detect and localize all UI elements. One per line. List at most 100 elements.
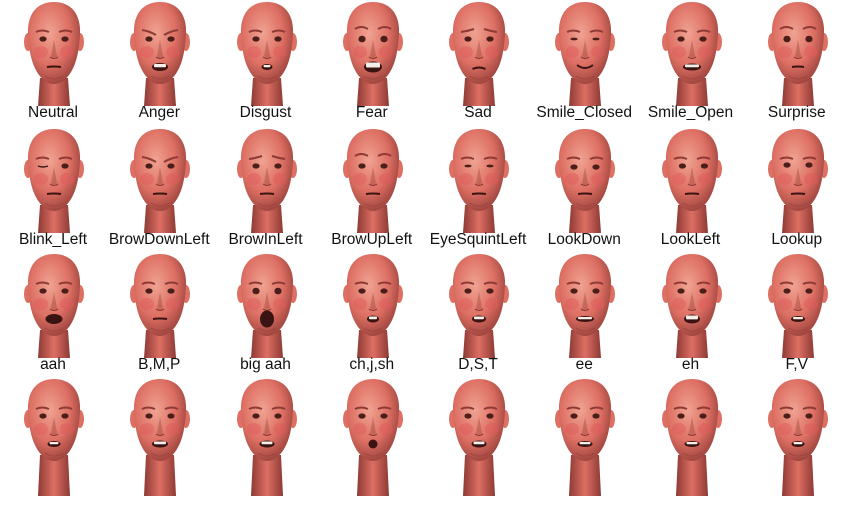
face-fear	[342, 2, 403, 106]
expression-label: aah	[40, 356, 66, 373]
mouth	[47, 441, 61, 447]
mouth	[152, 440, 169, 448]
brow-right	[163, 29, 179, 36]
brow-left	[779, 156, 794, 160]
expression-cell: Smile_Closed	[531, 0, 637, 130]
cheek-right	[803, 298, 818, 310]
brow-right	[589, 29, 604, 33]
brow-right	[696, 29, 710, 33]
face-squint	[449, 129, 509, 233]
cheek-right	[591, 46, 606, 58]
nose	[51, 292, 57, 310]
eye-left	[570, 37, 578, 41]
brow-left	[673, 281, 687, 285]
expression-cell: ch,j,sh	[319, 252, 425, 382]
brow-left	[673, 156, 687, 160]
expression-cell: aah	[0, 252, 106, 382]
cheek-left	[140, 298, 155, 310]
face-brow-up	[342, 129, 403, 233]
neck	[38, 205, 70, 233]
eye-left	[676, 413, 685, 419]
nose	[263, 167, 270, 185]
neck	[463, 330, 495, 358]
eye-left	[464, 164, 472, 168]
eye-right	[380, 288, 388, 294]
mouth	[368, 439, 378, 449]
face-blink	[24, 129, 84, 233]
nose	[794, 40, 801, 58]
expression-cell	[638, 377, 744, 507]
expression-cell: EyeSquintLeft	[425, 127, 531, 257]
expression-row-3: aah B,M,P big aah ch,j,sh D,S,T ee eh F,V	[0, 252, 850, 382]
mouth	[363, 61, 382, 73]
mouth	[46, 192, 62, 195]
eye-left	[676, 36, 685, 42]
cheek-right	[60, 173, 74, 185]
face-ee	[555, 254, 616, 358]
brow-left	[248, 29, 262, 33]
mouth	[684, 441, 699, 447]
eye-right	[592, 288, 600, 294]
cheek-left	[671, 423, 686, 435]
eye-left	[145, 288, 153, 294]
brow-left	[35, 406, 50, 410]
neck	[781, 78, 814, 106]
mouth	[471, 192, 487, 195]
eye-right	[592, 413, 600, 419]
brow-right	[271, 155, 285, 160]
head	[665, 2, 718, 84]
nose	[369, 292, 376, 310]
expression-cell: Anger	[106, 0, 212, 130]
brow-right	[483, 406, 498, 410]
mouth	[790, 192, 805, 195]
expression-label: D,S,T	[458, 356, 498, 373]
mouth	[45, 314, 63, 324]
eye-right	[805, 162, 813, 168]
cheek-right	[697, 173, 712, 185]
expression-cell: Disgust	[213, 0, 319, 130]
cheek-right	[166, 423, 181, 435]
nose	[688, 40, 695, 58]
neck	[463, 205, 495, 233]
expression-cell: Fear	[319, 0, 425, 130]
cheek-right	[591, 423, 606, 435]
nose	[582, 40, 589, 58]
cheek-right	[378, 423, 393, 435]
expression-label: LookDown	[547, 231, 621, 248]
mouth	[46, 65, 62, 68]
eye-right	[805, 413, 813, 419]
mouth	[261, 64, 272, 70]
mouth	[259, 440, 274, 448]
nose	[794, 292, 801, 310]
expression-grid: Neutral Anger Disgust Fear Sad Smile_Closed Sm…	[0, 0, 850, 496]
face-bmp	[130, 254, 191, 358]
cheek-left	[565, 423, 580, 435]
brow-right	[802, 406, 817, 410]
eye-right	[698, 288, 707, 294]
eye-left	[39, 36, 47, 42]
face-smile-closed	[555, 2, 616, 106]
brow-right	[802, 26, 817, 30]
cheek-right	[485, 423, 499, 435]
eye-right	[273, 163, 282, 169]
eye-right	[273, 413, 282, 419]
brow-right	[483, 156, 498, 160]
eye-left	[145, 36, 153, 42]
neck	[38, 330, 70, 358]
cheek-left	[352, 46, 367, 58]
head	[665, 379, 718, 461]
eye-left	[678, 163, 686, 169]
neck	[144, 78, 177, 106]
brow-right	[377, 281, 392, 285]
expression-label: Fear	[355, 104, 388, 121]
cheek-right	[485, 46, 499, 58]
head	[346, 129, 399, 211]
head	[134, 2, 187, 84]
brow-left	[142, 29, 157, 36]
cheek-left	[246, 173, 261, 185]
eye-left	[39, 288, 47, 294]
brow-right	[589, 281, 604, 285]
eye-right	[486, 413, 494, 419]
expression-cell	[106, 377, 212, 507]
cheek-right	[60, 298, 74, 310]
